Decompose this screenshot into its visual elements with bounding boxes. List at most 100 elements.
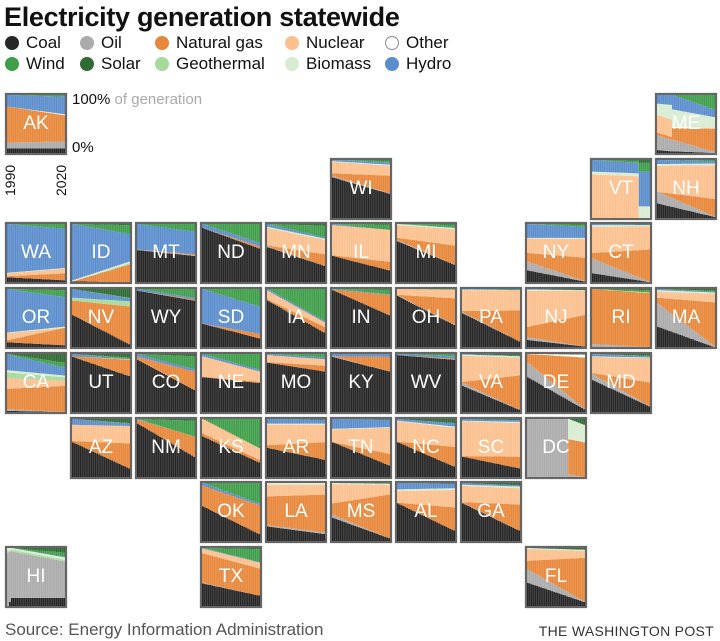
state-chart	[657, 289, 715, 347]
area-coal	[592, 273, 650, 282]
area-solar	[332, 289, 390, 290]
area-solar	[527, 224, 585, 225]
legend-swatch	[155, 57, 169, 71]
area-nuclear	[527, 290, 585, 327]
area-coal	[462, 385, 520, 412]
area-natural-gas	[397, 294, 455, 325]
state-chart	[7, 289, 65, 347]
area-nuclear	[397, 489, 455, 508]
area-nuclear	[462, 485, 520, 505]
state-chart	[462, 354, 520, 412]
state-tile-wa: WA	[5, 222, 67, 284]
area-natural-gas	[397, 237, 455, 265]
state-chart	[332, 160, 390, 218]
state-tile-dc: DC	[525, 417, 587, 479]
area-hydro	[332, 419, 390, 429]
area-hydro	[7, 224, 65, 273]
area-wind	[397, 354, 455, 357]
area-oil	[527, 419, 585, 477]
area-wind	[267, 224, 325, 238]
state-chart	[72, 419, 130, 477]
state-tile-ma: MA	[655, 287, 717, 349]
area-wind	[137, 289, 195, 298]
area-hydro	[202, 289, 260, 334]
state-chart	[397, 224, 455, 282]
area-nuclear	[202, 548, 260, 569]
state-tile-nc: NC	[395, 417, 457, 479]
state-chart	[527, 354, 585, 412]
area-natural-gas	[527, 354, 585, 409]
area-solar	[527, 354, 585, 355]
area-hydro	[527, 224, 585, 238]
area-solar	[137, 419, 195, 421]
area-wind	[202, 483, 260, 504]
area-wind	[72, 354, 130, 359]
area-coal	[267, 362, 325, 412]
area-coal	[72, 442, 130, 477]
area-wind	[7, 289, 65, 298]
area-hydro	[72, 419, 130, 426]
area-nuclear	[462, 355, 520, 382]
area-hydro	[267, 354, 325, 360]
area-natural-gas	[7, 385, 65, 412]
state-chart	[267, 354, 325, 412]
area-nuclear	[332, 161, 390, 176]
state-chart	[72, 224, 130, 282]
state-tile-vt: VT	[590, 158, 652, 220]
area-solar	[72, 289, 130, 298]
area-nuclear	[202, 419, 260, 460]
area-biomass	[462, 484, 520, 489]
area-natural-gas	[592, 373, 650, 406]
area-oil	[7, 551, 65, 606]
area-coal	[397, 442, 455, 477]
area-coal	[332, 290, 390, 347]
area-wind	[592, 354, 650, 357]
legend-swatch	[80, 36, 94, 50]
state-chart	[332, 224, 390, 282]
legend-swatch	[5, 57, 19, 71]
legend-swatch	[80, 57, 94, 71]
state-chart	[397, 419, 455, 477]
state-chart	[397, 354, 455, 412]
area-natural-gas	[72, 300, 130, 345]
state-chart	[137, 224, 195, 282]
area-coal	[202, 583, 260, 606]
area-coal	[462, 456, 520, 477]
state-chart	[527, 419, 585, 477]
area-nuclear	[397, 421, 455, 447]
area-coal	[267, 300, 325, 347]
state-chart	[202, 548, 260, 606]
state-chart	[332, 289, 390, 347]
area-biomass	[527, 289, 585, 291]
area-hydro	[397, 483, 455, 490]
area-nuclear	[7, 268, 65, 277]
area-biomass	[332, 161, 390, 166]
area-solar	[657, 289, 715, 291]
key-bottom-label: 0%	[72, 139, 94, 156]
area-solar	[397, 419, 455, 424]
area-biomass	[7, 106, 65, 116]
area-natural-gas	[592, 289, 650, 347]
state-tile-ny: NY	[525, 222, 587, 284]
area-solar	[332, 160, 390, 161]
area-natural-gas	[527, 557, 585, 602]
state-chart	[137, 354, 195, 412]
state-chart	[7, 95, 65, 153]
area-oil	[462, 312, 520, 342]
area-coal	[137, 250, 195, 282]
state-tile-ut: UT	[70, 352, 132, 414]
area-solar	[7, 354, 65, 363]
state-tile-la: LA	[265, 481, 327, 543]
area-biomass	[592, 356, 650, 359]
area-oil	[527, 362, 585, 410]
area-natural-gas	[267, 494, 325, 533]
area-coal	[657, 326, 715, 347]
state-chart	[137, 419, 195, 477]
area-coal	[332, 255, 390, 282]
area-biomass	[527, 237, 585, 240]
area-biomass	[332, 483, 390, 485]
area-coal	[332, 177, 390, 218]
state-chart	[592, 354, 650, 412]
state-chart	[202, 483, 260, 541]
area-wind	[657, 160, 715, 162]
